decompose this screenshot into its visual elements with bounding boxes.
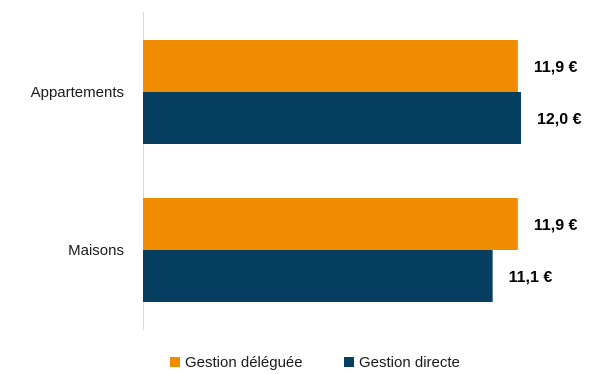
data-label-maisons-gestion-deleguee: 11,9 € — [534, 217, 578, 234]
legend-swatch-gestion-deleguee — [170, 357, 180, 367]
data-label-maisons-gestion-directe: 11,1 € — [509, 269, 553, 286]
category-label-maisons: Maisons — [68, 242, 124, 259]
bar-appartements-gestion-deleguee — [143, 40, 518, 92]
legend: Gestion déléguée Gestion directe — [170, 354, 460, 371]
category-label-appartements: Appartements — [31, 84, 124, 101]
data-labels-group: 11,9 € 12,0 € 11,9 € 11,1 € — [509, 59, 582, 286]
data-label-appartements-gestion-directe: 12,0 € — [537, 111, 582, 128]
data-label-appartements-gestion-deleguee: 11,9 € — [534, 59, 578, 76]
bars-group — [143, 40, 521, 302]
category-labels-group: Appartements Maisons — [31, 84, 124, 259]
bar-appartements-gestion-directe — [143, 92, 521, 144]
legend-swatch-gestion-directe — [344, 357, 354, 367]
bar-maisons-gestion-directe — [143, 250, 493, 302]
legend-label-gestion-deleguee: Gestion déléguée — [185, 354, 303, 371]
legend-label-gestion-directe: Gestion directe — [359, 354, 460, 371]
bar-maisons-gestion-deleguee — [143, 198, 518, 250]
